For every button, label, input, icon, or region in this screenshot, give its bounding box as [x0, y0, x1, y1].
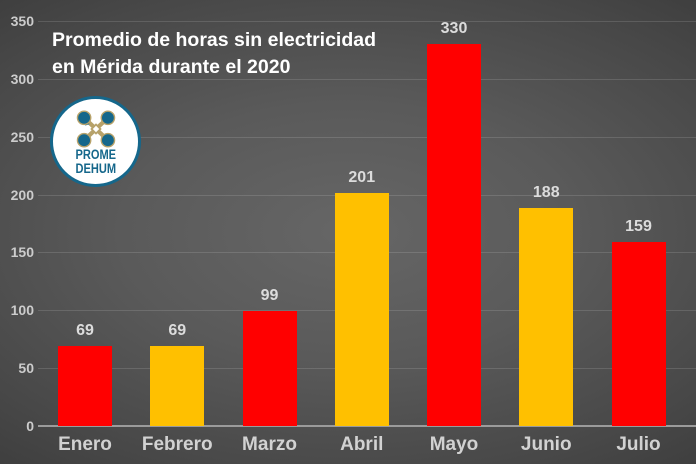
x-axis-label-mayo: Mayo — [429, 434, 479, 455]
logo-text-line-1: PROME — [75, 147, 116, 162]
bar-value-junio: 188 — [532, 184, 560, 202]
bar-value-marzo: 99 — [260, 287, 279, 305]
bar-julio — [611, 242, 666, 426]
promedehum-logo: PROME DEHUM — [50, 96, 141, 187]
bar-febrero — [150, 346, 205, 426]
y-tick-label-300: 300 — [10, 70, 34, 87]
y-tick-label-100: 100 — [10, 302, 34, 319]
bar-enero — [58, 346, 112, 426]
y-tick-label-150: 150 — [10, 244, 34, 261]
y-tick-label-350: 350 — [10, 13, 34, 29]
gridline-300 — [38, 78, 696, 80]
bar-value-enero: 69 — [76, 322, 94, 340]
y-tick-label-50: 50 — [18, 360, 34, 377]
chart-title-line-1: Promedio de horas sin electricidad — [52, 29, 377, 51]
y-tick-label-200: 200 — [10, 186, 34, 203]
x-axis-label-julio: Julio — [616, 434, 661, 455]
x-axis-label-enero: Enero — [58, 434, 112, 455]
chart-title: Promedio de horas sin electricidad en Mé… — [52, 27, 376, 81]
gridline-250 — [38, 136, 696, 138]
x-axis-line — [38, 425, 696, 427]
bar-mayo — [427, 44, 481, 426]
bar-value-julio: 159 — [625, 218, 652, 235]
bar-abril — [334, 193, 389, 426]
x-axis-label-marzo: Marzo — [242, 434, 297, 455]
bar-marzo — [242, 311, 297, 426]
y-tick-label-0: 0 — [26, 418, 34, 434]
bar-value-abril: 201 — [348, 169, 376, 187]
x-axis-label-febrero: Febrero — [141, 434, 213, 455]
chart-title-line-2: en Mérida durante el 2020 — [52, 56, 291, 78]
gridline-350 — [38, 21, 696, 22]
crossed-shovels-icon — [76, 110, 115, 148]
logo-text-line-2: DEHUM — [75, 160, 116, 176]
y-tick-label-250: 250 — [10, 128, 34, 145]
bar-value-febrero: 69 — [168, 322, 187, 340]
bar-value-mayo: 330 — [440, 20, 468, 38]
x-axis-label-abril: Abril — [340, 434, 384, 455]
bar-junio — [519, 208, 574, 426]
x-axis-label-junio: Junio — [520, 434, 572, 455]
